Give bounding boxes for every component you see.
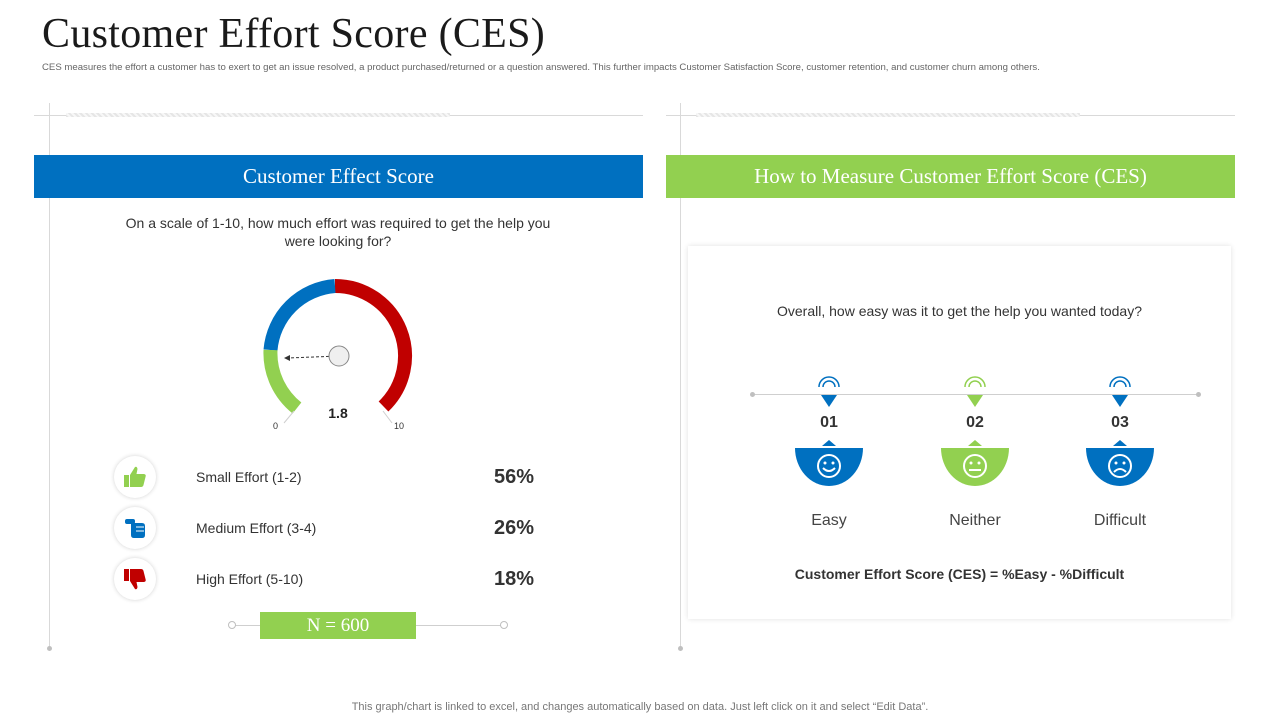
effort-percent: 18% xyxy=(494,568,535,590)
gauge-hub xyxy=(328,345,350,367)
page-subtitle: CES measures the effort a customer has t… xyxy=(42,62,1040,73)
gauge-tick-max xyxy=(382,410,393,424)
left-frame-vertical-line xyxy=(49,103,50,648)
option-number: 02 xyxy=(966,414,984,431)
smiley-sad-icon xyxy=(1086,440,1154,486)
option-label: Difficult xyxy=(1093,512,1147,529)
option-label: Neither xyxy=(949,512,1001,529)
effort-row-small: Small Effort (1-2) 56% xyxy=(114,456,554,498)
gauge-tick-min xyxy=(283,410,295,424)
effort-label: High Effort (5-10) xyxy=(196,571,304,587)
effort-label: Small Effort (1-2) xyxy=(196,469,302,485)
left-panel-header: Customer Effect Score xyxy=(34,155,643,198)
effort-percent: 26% xyxy=(494,517,535,539)
footer-note: This graph/chart is linked to excel, and… xyxy=(351,701,929,713)
sample-size-dot-right xyxy=(500,621,508,629)
effort-row-medium: Medium Effort (3-4) 26% xyxy=(114,507,554,549)
left-frame-end-dot xyxy=(47,646,52,651)
left-frame-dash xyxy=(66,113,450,117)
thumbs-up-icon xyxy=(114,456,156,498)
gauge-needle xyxy=(287,355,340,359)
smiley-neutral-icon xyxy=(941,440,1009,486)
scale-end-dot-left xyxy=(750,392,755,397)
page-title: Customer Effort Score (CES) xyxy=(42,11,546,57)
right-frame-vertical-line xyxy=(680,103,681,648)
sample-size-dot-left xyxy=(228,621,236,629)
gauge-arc-high xyxy=(334,279,413,412)
measure-card xyxy=(688,246,1231,619)
option-number: 01 xyxy=(820,414,838,431)
location-pin-icon xyxy=(964,376,986,407)
gauge-arc-mid xyxy=(263,279,336,351)
sample-size-badge: N = 600 xyxy=(260,612,416,639)
effort-label: Medium Effort (3-4) xyxy=(196,520,317,536)
option-label: Easy xyxy=(811,512,847,529)
right-panel-header: How to Measure Customer Effort Score (CE… xyxy=(666,155,1235,198)
right-panel-question: Overall, how easy was it to get the help… xyxy=(777,303,1142,319)
gauge-min-label: 0 xyxy=(273,421,279,431)
gauge-needle-head xyxy=(284,355,290,361)
left-panel-question: On a scale of 1-10, how much effort was … xyxy=(125,215,551,249)
smiley-happy-icon xyxy=(795,440,863,486)
gauge-value: 1.8 xyxy=(328,405,348,421)
effort-gauge xyxy=(263,279,413,424)
gauge-max-label: 10 xyxy=(394,421,405,431)
effort-row-high: High Effort (5-10) 18% xyxy=(114,558,554,600)
effort-percent: 56% xyxy=(494,466,535,488)
ces-formula: Customer Effort Score (CES) = %Easy - %D… xyxy=(794,566,1125,582)
right-frame-end-dot xyxy=(678,646,683,651)
gauge-arc-low xyxy=(263,349,302,414)
location-pin-icon xyxy=(1109,376,1131,407)
option-number: 03 xyxy=(1111,414,1129,431)
thumbs-down-icon xyxy=(114,558,156,600)
location-pin-icon xyxy=(818,376,840,407)
scale-end-dot-right xyxy=(1196,392,1201,397)
scale-line xyxy=(752,394,1198,395)
hand-fist-icon xyxy=(114,507,156,549)
right-frame-dash xyxy=(696,113,1080,117)
